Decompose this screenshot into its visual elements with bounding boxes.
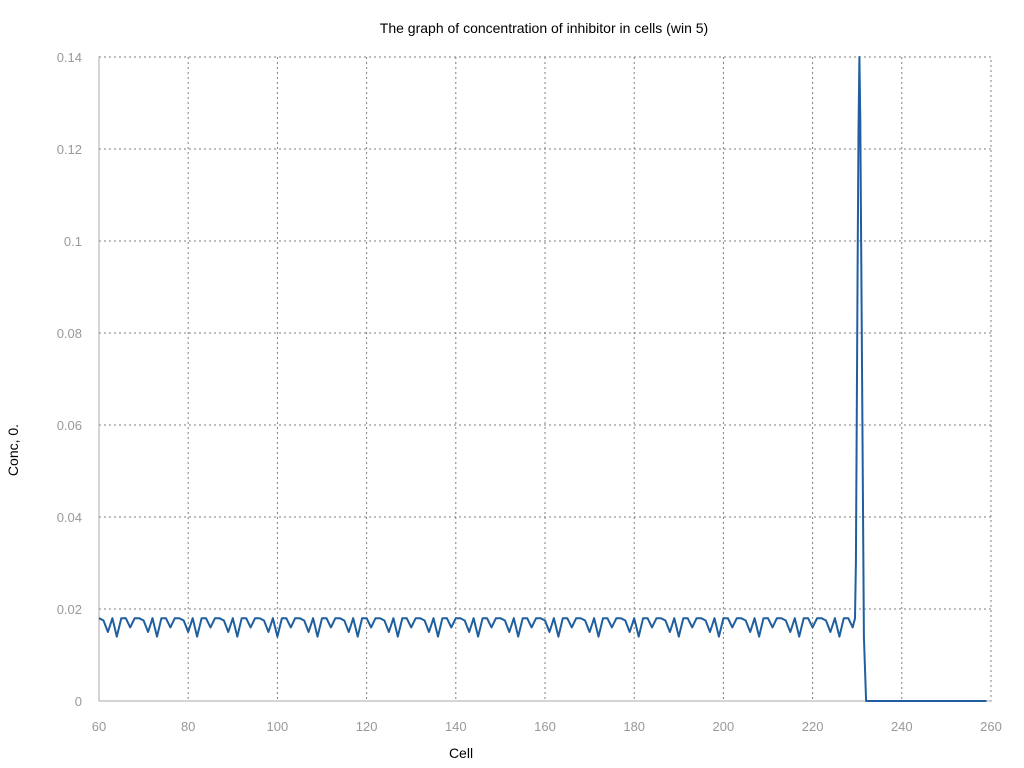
x-axis-label: Cell xyxy=(449,745,473,761)
x-tick-label: 200 xyxy=(713,719,735,734)
x-tick-label: 100 xyxy=(267,719,289,734)
y-tick-label: 0.08 xyxy=(57,326,82,341)
y-tick-label: 0.06 xyxy=(57,418,82,433)
y-tick-label: 0 xyxy=(75,694,82,709)
x-tick-label: 160 xyxy=(534,719,556,734)
y-tick-label: 0.04 xyxy=(57,510,82,525)
y-tick-label: 0.02 xyxy=(57,602,82,617)
tick-labels: 60 80 100 120 140 160 180 200 220 240 260 0 0.02 0.04… xyxy=(57,50,1002,734)
y-tick-label: 0.12 xyxy=(57,142,82,157)
x-tick-label: 140 xyxy=(445,719,467,734)
y-tick-label: 0.1 xyxy=(64,234,82,249)
x-tick-label: 120 xyxy=(356,719,378,734)
x-tick-label: 220 xyxy=(802,719,824,734)
series-line xyxy=(98,56,987,702)
x-tick-label: 80 xyxy=(181,719,195,734)
x-tick-label: 60 xyxy=(92,719,106,734)
x-tick-label: 240 xyxy=(891,719,913,734)
data-series xyxy=(98,56,987,702)
x-tick-label: 260 xyxy=(980,719,1002,734)
chart-title: The graph of concentration of inhibitor … xyxy=(380,20,708,36)
y-axis-label: Conc, 0. xyxy=(5,424,21,476)
y-tick-label: 0.14 xyxy=(57,50,82,65)
grid xyxy=(98,56,992,702)
axes xyxy=(98,57,991,702)
x-tick-label: 180 xyxy=(623,719,645,734)
